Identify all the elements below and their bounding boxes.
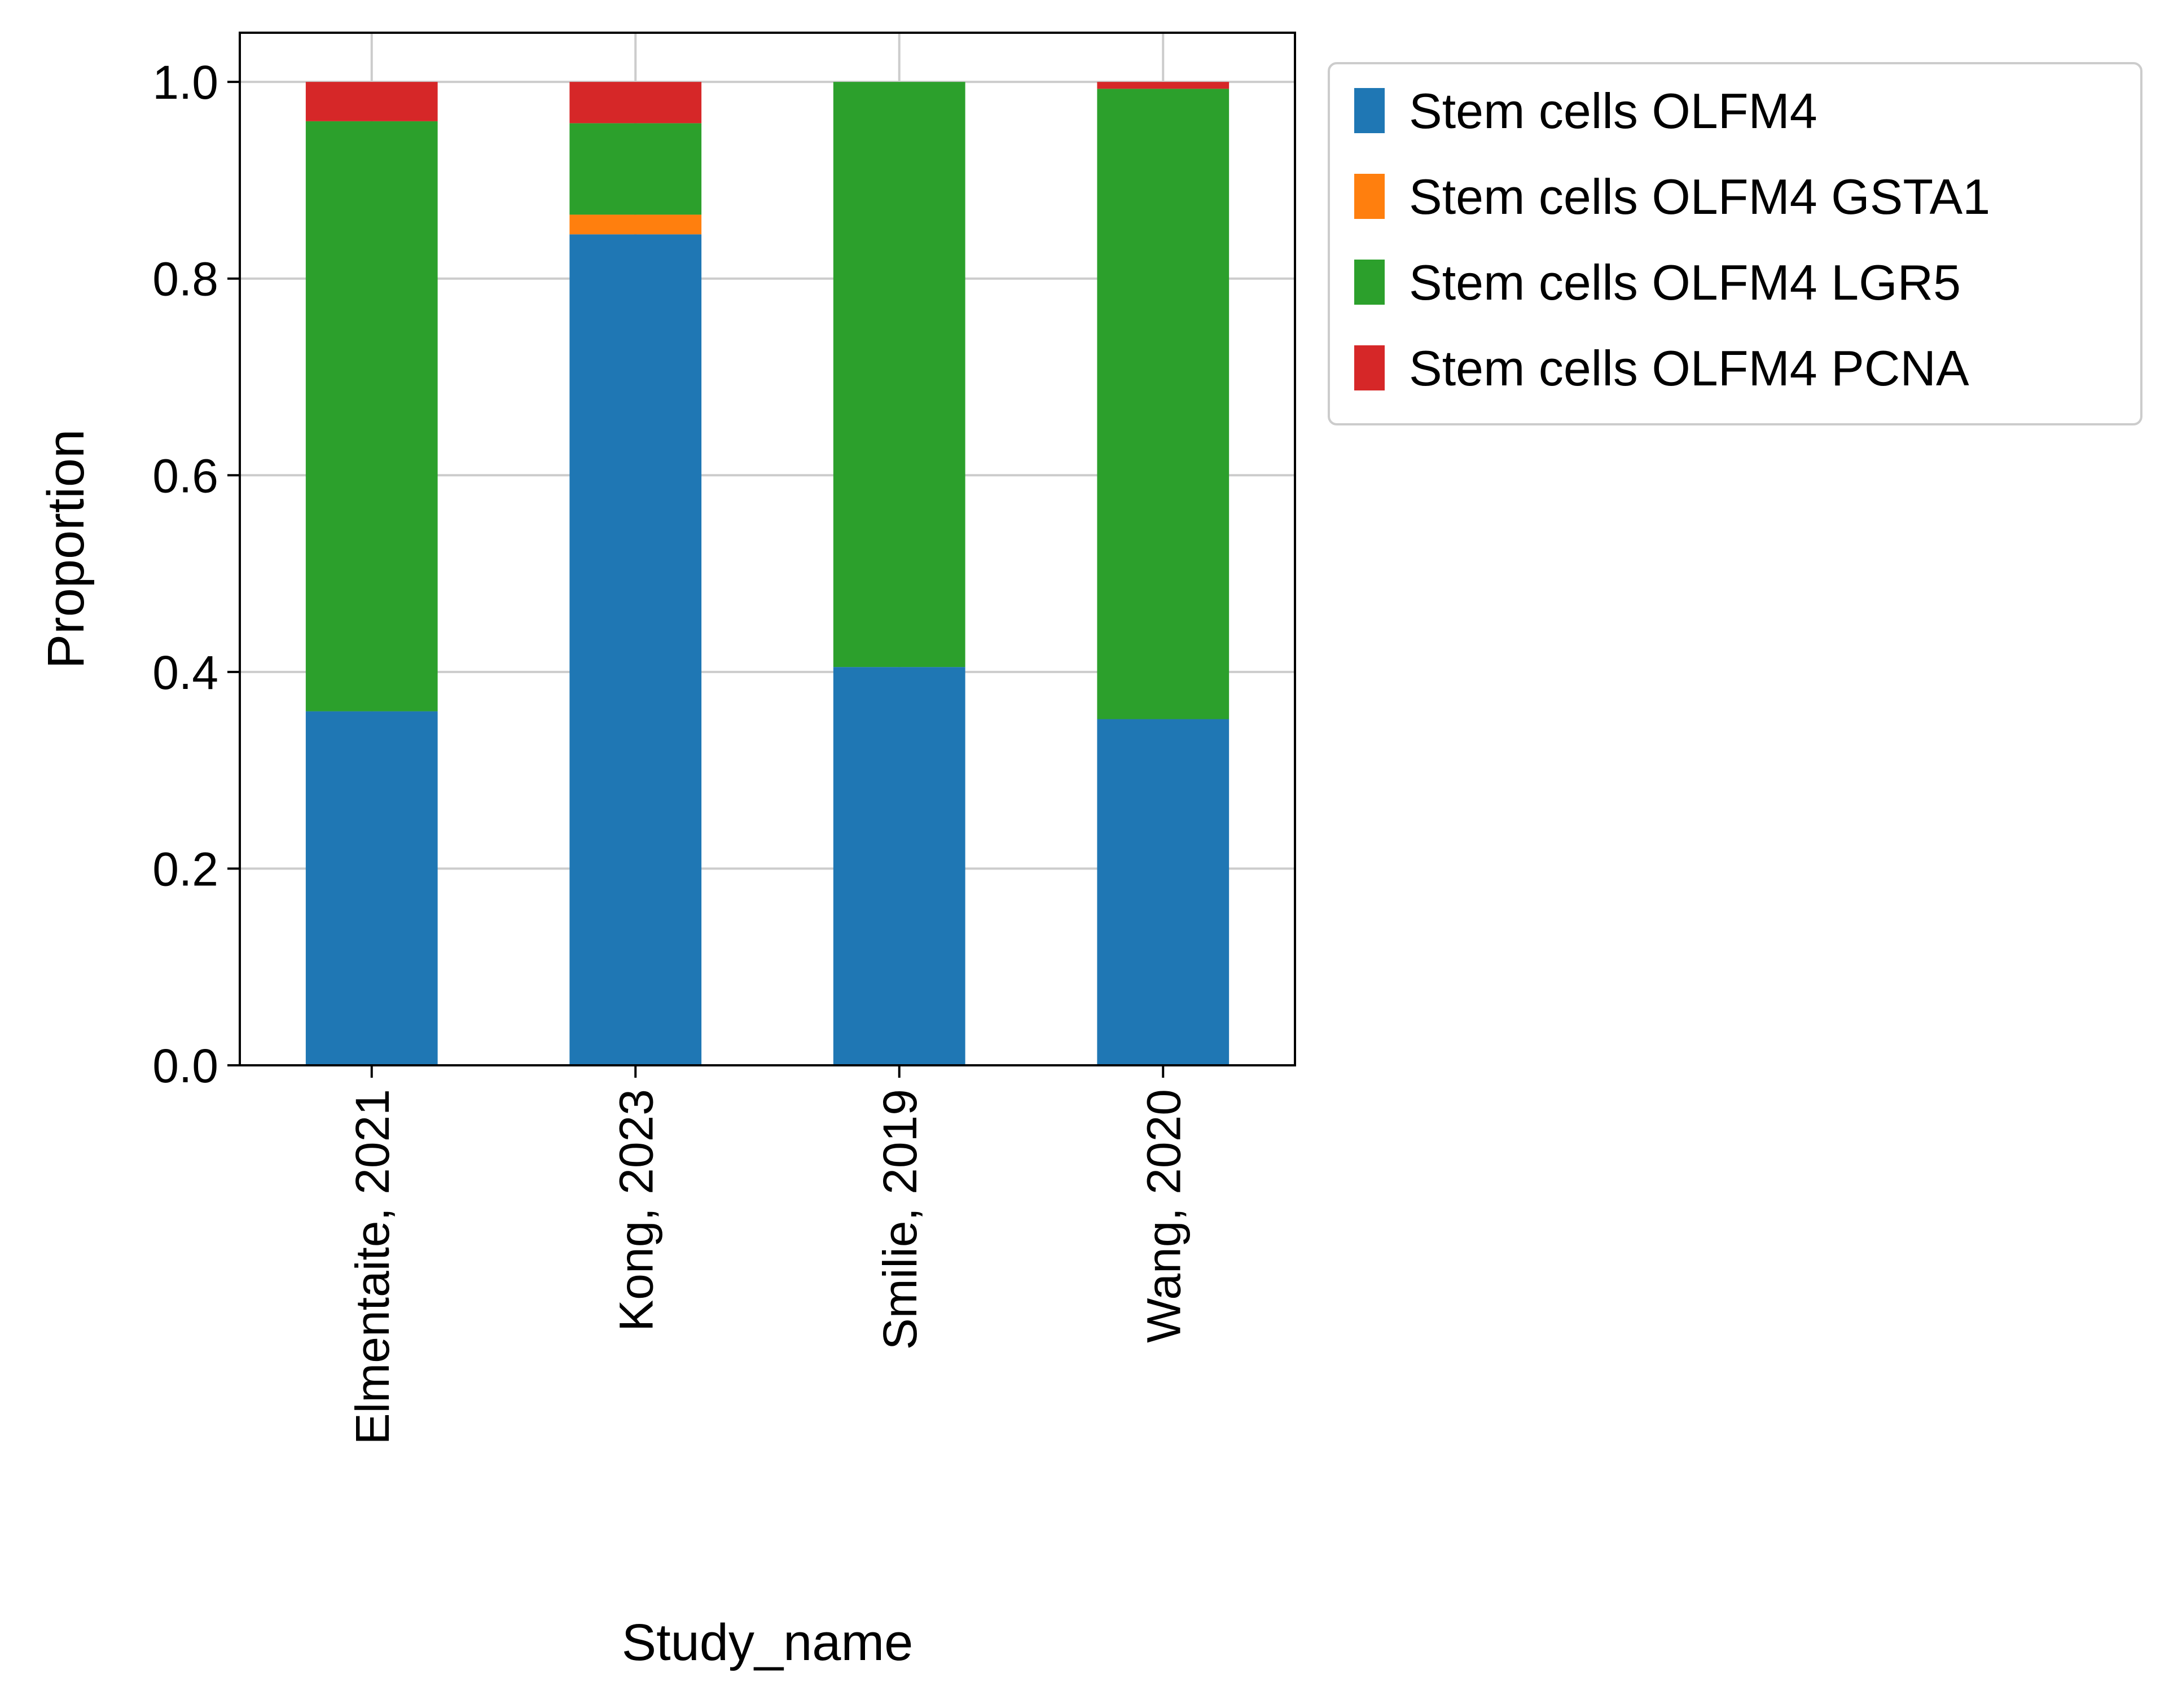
y-tick-label: 0.4 <box>152 646 218 699</box>
bar-segment <box>833 667 965 1065</box>
legend-label: Stem cells OLFM4 GSTA1 <box>1409 169 1990 225</box>
bar-segment <box>1097 82 1230 89</box>
legend-swatch <box>1354 88 1385 133</box>
y-tick-label: 0.0 <box>152 1039 218 1092</box>
ticks-layer: 0.0 0.2 0.4 0.6 0.8 1.0 Elmentaite, 2021 Kong, … <box>152 56 1190 1444</box>
x-tick-label: Elmentaite, 2021 <box>346 1089 399 1444</box>
x-tick-label: Wang, 2020 <box>1137 1089 1190 1343</box>
legend: Stem cells OLFM4 Stem cells OLFM4 GSTA1 St… <box>1328 62 2142 425</box>
y-tick-label: 1.0 <box>152 56 218 109</box>
x-tick-label: Kong, 2023 <box>609 1089 662 1332</box>
legend-swatch <box>1354 174 1385 219</box>
y-tick-label: 0.8 <box>152 253 218 306</box>
legend-label: Stem cells OLFM4 <box>1409 83 1817 139</box>
x-tick-label: Smilie, 2019 <box>873 1089 927 1350</box>
bar-segment <box>305 121 438 712</box>
legend-swatch <box>1354 345 1385 390</box>
legend-frame <box>1328 62 2142 425</box>
bar-segment <box>1097 89 1230 719</box>
legend-items: Stem cells OLFM4 Stem cells OLFM4 GSTA1 St… <box>1354 83 1990 396</box>
legend-label: Stem cells OLFM4 LGR5 <box>1409 254 1961 310</box>
bar-segment <box>305 711 438 1065</box>
legend-swatch <box>1354 260 1385 305</box>
y-tick-label: 0.2 <box>152 842 218 895</box>
bar-segment <box>569 234 702 1066</box>
legend-label: Stem cells OLFM4 PCNA <box>1409 340 1969 396</box>
bar-segment <box>569 214 702 235</box>
bar-segment <box>305 82 438 121</box>
bar-segment <box>569 123 702 215</box>
plot-frame <box>239 32 1296 1066</box>
bar-segment <box>833 82 965 668</box>
bars-layer <box>305 82 1230 1066</box>
y-tick-label: 0.6 <box>152 449 218 502</box>
x-axis-title: Study_name <box>622 1614 914 1671</box>
bar-segment <box>1097 719 1230 1065</box>
y-axis-title: Proportion <box>37 429 95 669</box>
bar-segment <box>569 82 702 124</box>
